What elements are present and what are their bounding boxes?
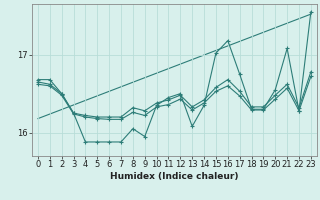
X-axis label: Humidex (Indice chaleur): Humidex (Indice chaleur) xyxy=(110,172,239,181)
